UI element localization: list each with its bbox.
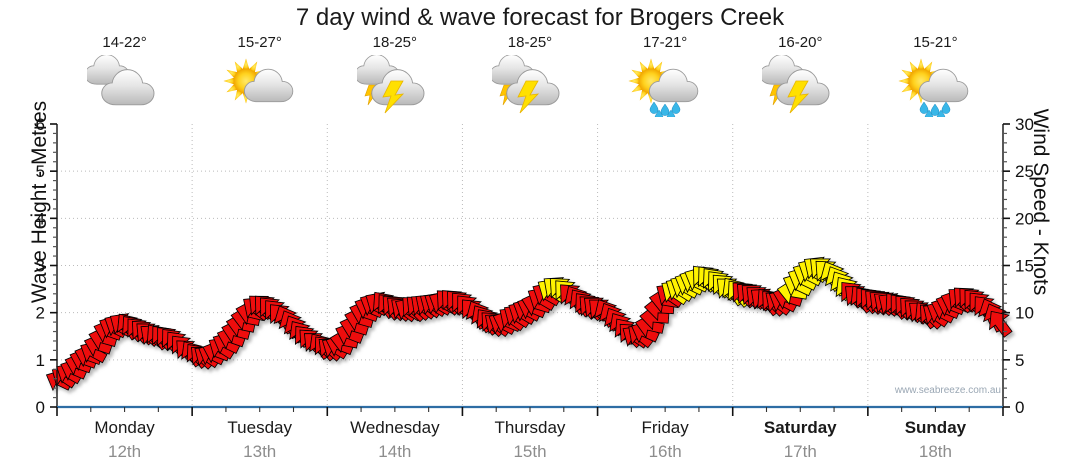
day-header-monday: 14-22° xyxy=(57,34,192,124)
left-axis-tick-label: 6 xyxy=(36,115,45,134)
x-axis-day-tuesday: Tuesday 13th xyxy=(192,414,327,470)
x-axis-day-date: 12th xyxy=(108,442,142,461)
wind-arrow-series xyxy=(45,256,1013,392)
thunderstorm-icon xyxy=(762,55,838,117)
right-axis-tick-label: 15 xyxy=(1015,257,1034,276)
x-axis-day-date: 15th xyxy=(513,442,547,461)
x-axis-day-wednesday: Wednesday 14th xyxy=(327,414,462,470)
x-axis-day-saturday: Saturday 17th xyxy=(733,414,868,470)
x-axis-day-name: Saturday xyxy=(763,418,837,437)
x-axis-day-name: Friday xyxy=(641,418,689,437)
x-axis-labels: Monday 12th Tuesday 13th Wednesday 14th Thursd… xyxy=(57,414,1003,470)
right-axis-tick-label: 0 xyxy=(1015,398,1024,417)
day-header-tuesday: 15-27° xyxy=(192,34,327,124)
x-axis-day-name: Wednesday xyxy=(350,418,440,437)
day-header-wednesday: 18-25° xyxy=(327,34,462,124)
x-axis-day-name: Thursday xyxy=(494,418,566,437)
day-header-saturday: 16-20° xyxy=(733,34,868,124)
day-temperature-range: 18-25° xyxy=(372,34,418,51)
sun-cloud-rain-icon xyxy=(897,55,973,117)
thunderstorm-icon xyxy=(356,55,433,117)
right-axis-tick-label: 20 xyxy=(1015,209,1034,228)
right-axis-tick-label: 10 xyxy=(1015,304,1034,323)
sun-cloud-rain-icon xyxy=(627,55,703,117)
day-temperature-range: 15-27° xyxy=(237,34,282,51)
x-axis-day-date: 17th xyxy=(783,442,817,461)
day-header-strip: 14-22° 15-27° 18-25° 18-25° 17-21° 16-20° 15-2… xyxy=(57,34,1003,124)
x-axis-day-monday: Monday 12th xyxy=(57,414,192,470)
left-axis-tick-label: 0 xyxy=(36,398,45,417)
x-axis-day-date: 13th xyxy=(243,442,277,461)
day-temperature-range: 15-21° xyxy=(913,34,958,51)
day-header-sunday: 15-21° xyxy=(868,34,1003,124)
day-header-friday: 17-21° xyxy=(598,34,733,124)
x-axis-day-date: 14th xyxy=(378,442,412,461)
left-axis-tick-label: 3 xyxy=(36,257,45,276)
page-title: 7 day wind & wave forecast for Brogers C… xyxy=(295,4,785,31)
x-axis-day-date: 16th xyxy=(648,442,682,461)
x-axis-day-date: 18th xyxy=(918,442,952,461)
sun-cloud-icon xyxy=(222,55,298,117)
left-axis-tick-label: 4 xyxy=(36,209,45,228)
day-temperature-range: 16-20° xyxy=(778,34,823,51)
right-axis-tick-label: 25 xyxy=(1015,162,1034,181)
day-header-thursday: 18-25° xyxy=(462,34,597,124)
left-axis-tick-label: 5 xyxy=(36,162,45,181)
thunderstorm-icon xyxy=(491,55,568,117)
right-axis-tick-label: 5 xyxy=(1015,351,1024,370)
x-axis-day-friday: Friday 16th xyxy=(598,414,733,470)
day-temperature-range: 14-22° xyxy=(102,34,147,51)
x-axis-day-name: Tuesday xyxy=(227,418,292,437)
x-axis-day-thursday: Thursday 15th xyxy=(462,414,597,470)
x-axis-day-name: Sunday xyxy=(904,418,967,437)
left-axis-tick-label: 1 xyxy=(36,351,45,370)
left-axis-tick-label: 2 xyxy=(36,304,45,323)
x-axis-day-name: Monday xyxy=(94,418,155,437)
x-axis-day-sunday: Sunday 18th xyxy=(868,414,1003,470)
watermark: www.seabreeze.com.au xyxy=(894,385,1001,396)
day-temperature-range: 18-25° xyxy=(507,34,553,51)
wind-direction-arrow xyxy=(989,310,1013,338)
right-axis-tick-label: 30 xyxy=(1015,115,1034,134)
day-temperature-range: 17-21° xyxy=(642,34,688,51)
cloudy-icon xyxy=(86,55,163,117)
